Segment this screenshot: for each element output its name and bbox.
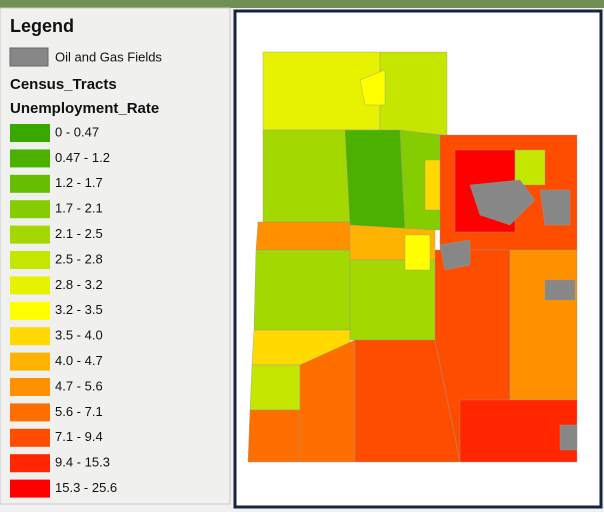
class-swatch [10, 251, 50, 269]
utah-map [247, 51, 578, 463]
class-label: 1.7 - 2.1 [55, 201, 103, 216]
tract [514, 149, 546, 186]
class-swatch [10, 124, 50, 142]
field-name: Unemployment_Rate [10, 100, 159, 117]
top-bar [0, 0, 604, 8]
class-swatch [10, 200, 50, 219]
tract [249, 364, 301, 411]
class-label: 1.2 - 1.7 [55, 175, 103, 190]
class-label: 2.1 - 2.5 [55, 226, 103, 241]
class-label: 4.7 - 5.6 [55, 378, 103, 393]
tract [359, 69, 386, 106]
oil-field [544, 279, 576, 301]
class-label: 9.4 - 15.3 [55, 455, 110, 470]
class-label: 3.2 - 3.5 [55, 302, 103, 317]
class-label: 15.3 - 25.6 [55, 480, 117, 495]
class-label: 2.5 - 2.8 [55, 251, 103, 266]
class-swatch [10, 479, 50, 498]
class-swatch [10, 403, 50, 422]
class-label: 3.5 - 4.0 [55, 328, 103, 343]
class-label: 0 - 0.47 [55, 124, 99, 139]
class-label: 0.47 - 1.2 [55, 150, 110, 165]
class-swatch [10, 301, 50, 320]
tract [459, 399, 578, 463]
tract [379, 51, 448, 136]
class-swatch [10, 378, 50, 396]
tract [253, 249, 351, 331]
tract [262, 129, 351, 223]
class-label: 2.8 - 3.2 [55, 277, 103, 292]
oil-label: Oil and Gas Fields [55, 49, 162, 64]
class-label: 5.6 - 7.1 [55, 404, 103, 419]
oil-field [439, 239, 471, 271]
oil-field [559, 424, 578, 451]
tract [344, 129, 406, 231]
tract [255, 221, 351, 251]
class-swatch [10, 149, 50, 168]
oil-field [539, 189, 571, 226]
class-label: 4.0 - 4.7 [55, 353, 103, 368]
class-list: 0 - 0.47 0.47 - 1.2 1.2 - 1.7 1.7 - 2.1 2.1 … [10, 124, 117, 498]
tract [509, 249, 578, 401]
oil-swatch [9, 47, 49, 67]
class-label: 7.1 - 9.4 [55, 429, 103, 444]
tract [247, 409, 301, 463]
class-swatch [10, 454, 50, 473]
tract [404, 234, 431, 271]
oil-field [469, 179, 536, 226]
class-swatch [10, 225, 50, 244]
layer-name: Census_Tracts [10, 76, 117, 93]
tract [349, 259, 436, 341]
class-swatch [10, 276, 50, 295]
legend-title: Legend [10, 16, 74, 36]
class-swatch [10, 352, 50, 371]
class-swatch [10, 174, 50, 193]
class-swatch [10, 327, 50, 346]
class-swatch [10, 428, 50, 447]
